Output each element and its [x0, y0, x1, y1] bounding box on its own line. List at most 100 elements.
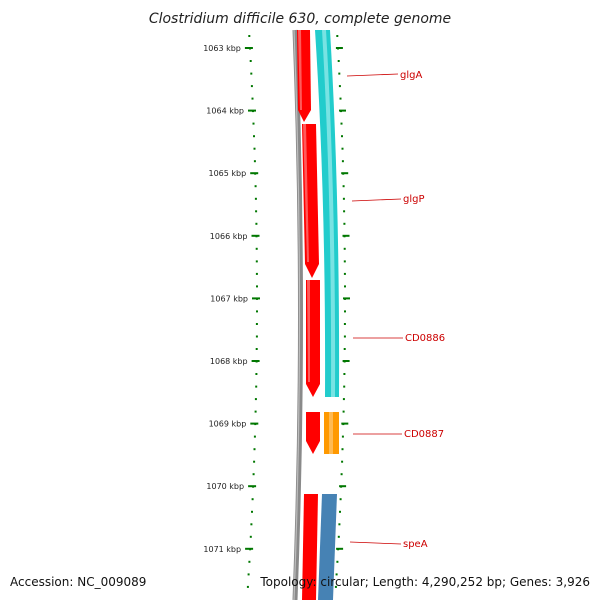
gene-leader-glgP	[351, 198, 402, 202]
minor-tick	[251, 498, 254, 501]
minor-tick	[253, 147, 256, 150]
minor-tick	[252, 473, 255, 476]
major-tick-inner	[336, 547, 344, 550]
scale-tick-label: 1063 kbp	[203, 44, 241, 53]
minor-tick	[255, 210, 258, 213]
minor-tick	[254, 398, 257, 401]
gene-track	[315, 30, 340, 600]
gene-label-speA: speA	[349, 539, 428, 550]
minor-tick	[254, 185, 257, 188]
minor-tick	[255, 373, 258, 375]
minor-tick	[255, 260, 258, 263]
minor-tick-inner	[343, 323, 346, 325]
gene-label-CD0887: CD0887	[353, 429, 444, 440]
scale-tick-label: 1069 kbp	[209, 420, 247, 429]
gene-feature-teal-highlight	[322, 30, 336, 397]
minor-tick-inner	[341, 160, 344, 163]
major-tick-inner	[335, 47, 343, 49]
cds-feature-4	[306, 412, 320, 454]
minor-tick	[256, 310, 258, 313]
minor-tick-inner	[338, 523, 341, 526]
minor-tick	[253, 135, 255, 138]
minor-tick-inner	[341, 435, 344, 438]
major-tick	[250, 422, 259, 425]
gene-leader-glgA	[346, 73, 399, 77]
minor-tick-inner	[343, 222, 346, 225]
minor-tick	[255, 348, 258, 350]
cds-shading-2	[303, 124, 309, 262]
gene-label-text-CD0887: CD0887	[404, 429, 444, 440]
minor-tick-inner	[341, 135, 343, 138]
major-tick-inner	[342, 360, 350, 362]
minor-tick-inner	[341, 448, 344, 451]
accession-text: Accession: NC_009089	[10, 575, 146, 589]
genome-backbone-highlight	[293, 29, 301, 600]
minor-tick	[251, 510, 253, 513]
minor-tick-inner	[344, 285, 346, 288]
major-tick-inner	[342, 234, 350, 237]
scale-tick-label: 1070 kbp	[206, 482, 244, 491]
gene-feature-steelblue	[318, 494, 337, 600]
minor-tick-inner	[343, 247, 346, 250]
minor-tick	[246, 585, 249, 588]
major-tick	[250, 172, 259, 175]
major-tick-marks: 1063 kbp 1064 kbp 1065 kbp 1066 kbp 1067 kbp…	[203, 44, 350, 554]
minor-tick	[253, 435, 256, 438]
major-tick	[251, 234, 260, 237]
minor-tick	[248, 35, 251, 37]
scale-tick-label: 1065 kbp	[208, 169, 246, 178]
major-tick	[248, 485, 257, 488]
minor-tick-inner	[335, 573, 338, 576]
minor-tick	[254, 410, 257, 413]
gene-label-glgA: glgA	[346, 70, 422, 81]
minor-tick-inner	[337, 535, 340, 538]
gene-label-text-speA: speA	[403, 539, 428, 550]
minor-tick-inner	[338, 72, 341, 75]
minor-tick-inner	[341, 460, 344, 463]
minor-tick-inner	[339, 498, 342, 501]
minor-tick-inner	[336, 35, 339, 37]
minor-tick-inner	[344, 310, 346, 313]
minor-tick-inner	[343, 260, 346, 263]
gene-leader-speA	[349, 541, 402, 545]
major-tick-inner	[339, 485, 347, 488]
minor-tick	[247, 573, 250, 576]
minor-tick-inner	[341, 147, 344, 150]
minor-tick-inner	[343, 385, 346, 388]
minor-tick	[253, 448, 256, 451]
minor-tick	[255, 222, 258, 225]
gene-label-text-glgA: glgA	[400, 70, 422, 81]
minor-tick	[256, 285, 258, 288]
minor-tick	[255, 385, 258, 388]
minor-tick-inner	[334, 585, 337, 588]
minor-tick	[248, 560, 251, 563]
scale-tick-label: 1064 kbp	[206, 107, 244, 116]
minor-tick-inner	[337, 60, 340, 62]
minor-tick	[254, 197, 257, 200]
minor-tick-inner	[342, 398, 345, 401]
minor-tick	[255, 272, 258, 275]
minor-tick-inner	[343, 373, 346, 375]
minor-tick-inner	[343, 335, 346, 338]
minor-tick-inner	[343, 348, 346, 350]
major-tick	[252, 297, 260, 300]
scale-tick-label: 1071 kbp	[203, 545, 241, 554]
minor-tick	[250, 523, 253, 526]
minor-tick	[255, 323, 258, 325]
minor-tick-inner	[342, 410, 345, 413]
cds-track-red	[297, 30, 320, 600]
minor-tick	[253, 160, 256, 163]
minor-tick-inner	[343, 272, 346, 275]
minor-tick-inner	[340, 473, 343, 476]
gene-label-CD0886: CD0886	[353, 333, 445, 344]
major-tick-inner	[341, 172, 349, 175]
scale-tick-label: 1066 kbp	[210, 232, 248, 241]
minor-tick-inner	[340, 122, 343, 125]
minor-tick-inner	[338, 85, 341, 88]
minor-tick	[255, 247, 258, 250]
minor-tick-inner	[342, 197, 345, 200]
topology-text: Topology: circular; Length: 4,290,252 bp…	[259, 575, 590, 589]
minor-tick	[249, 60, 252, 62]
genome-title: Clostridium difficile 630, complete geno…	[149, 11, 451, 27]
